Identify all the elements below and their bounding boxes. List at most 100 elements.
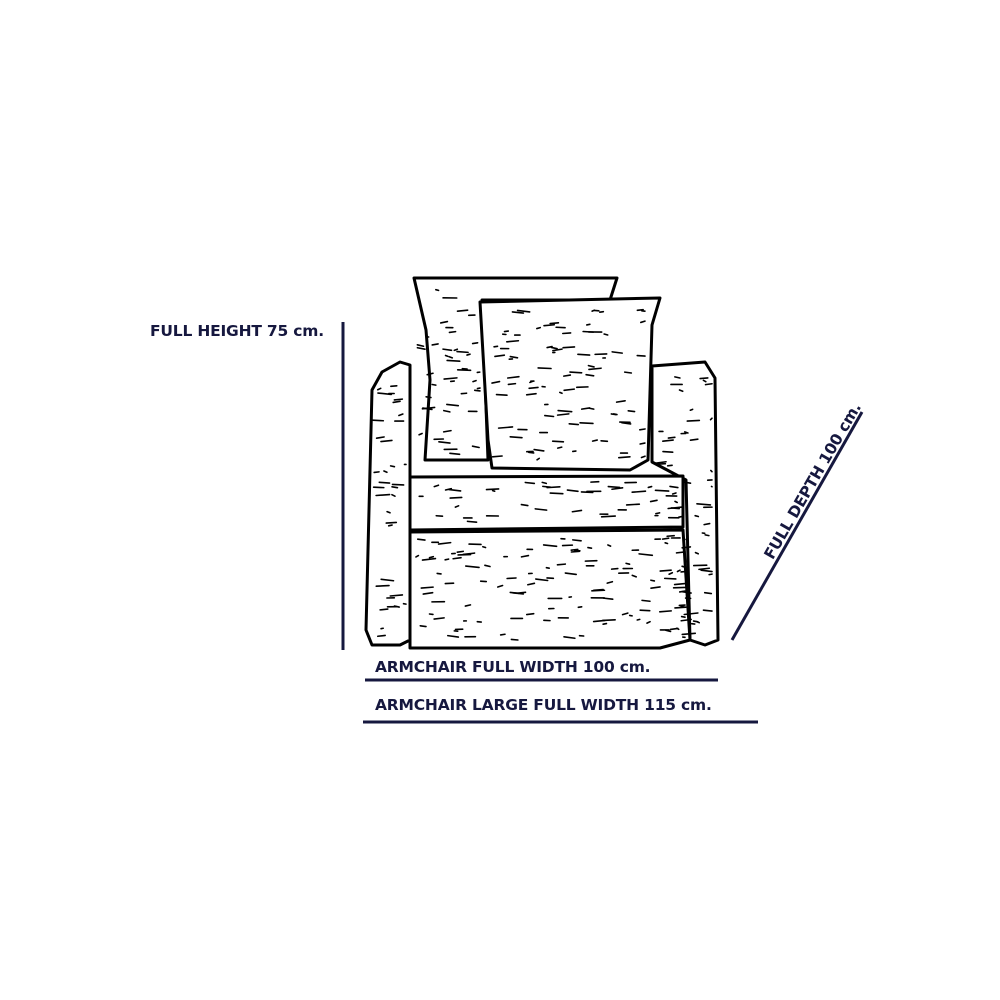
- texture-stroke: [615, 399, 626, 403]
- texture-stroke: [392, 400, 401, 404]
- texture-stroke: [577, 353, 591, 356]
- texture-stroke: [471, 445, 480, 449]
- texture-stroke: [674, 376, 681, 379]
- texture-stroke: [444, 558, 450, 561]
- texture-stroke: [456, 550, 465, 553]
- texture-stroke: [497, 426, 514, 429]
- texture-stroke: [544, 414, 555, 418]
- texture-stroke: [623, 371, 633, 374]
- texture-stroke: [699, 377, 709, 380]
- texture-stroke: [422, 407, 433, 411]
- texture-stroke: [391, 493, 396, 497]
- texture-stroke: [442, 429, 452, 433]
- texture-stroke: [562, 346, 576, 349]
- texture-stroke: [551, 440, 565, 443]
- texture-stroke: [646, 620, 651, 624]
- texture-stroke: [631, 490, 647, 494]
- texture-stroke: [561, 332, 572, 335]
- texture-stroke: [418, 432, 423, 436]
- texture-stroke: [527, 451, 535, 454]
- texture-stroke: [588, 367, 602, 371]
- texture-stroke: [491, 380, 501, 384]
- texture-stroke: [525, 392, 537, 396]
- texture-stroke: [491, 489, 496, 492]
- texture-stroke: [585, 323, 591, 326]
- texture-stroke: [416, 346, 426, 351]
- texture-stroke: [549, 321, 560, 325]
- texture-stroke: [482, 545, 487, 549]
- texture-stroke: [419, 624, 427, 628]
- texture-stroke: [422, 591, 434, 595]
- texture-stroke: [680, 618, 692, 622]
- texture-stroke: [529, 380, 534, 384]
- texture-stroke: [580, 407, 591, 410]
- texture-stroke: [391, 486, 399, 489]
- texture-stroke: [571, 509, 583, 513]
- texture-stroke: [571, 539, 582, 542]
- back-cushion-front: [478, 296, 662, 472]
- texture-stroke: [389, 594, 404, 597]
- seat-base: [408, 528, 692, 650]
- texture-stroke: [669, 485, 679, 489]
- texture-stroke: [636, 308, 644, 312]
- texture-stroke: [435, 288, 440, 292]
- texture-stroke: [545, 566, 551, 570]
- texture-stroke: [376, 634, 386, 638]
- texture-stroke: [683, 612, 699, 616]
- texture-stroke: [708, 573, 713, 576]
- texture-stroke: [537, 367, 552, 370]
- texture-stroke: [675, 551, 686, 554]
- texture-stroke: [416, 538, 426, 541]
- texture-stroke: [546, 345, 553, 349]
- texture-stroke: [375, 584, 390, 588]
- texture-stroke: [566, 489, 579, 493]
- texture-stroke: [520, 554, 530, 558]
- texture-stroke: [680, 615, 686, 618]
- texture-stroke: [641, 599, 651, 603]
- left-arm: [364, 360, 412, 647]
- texture-stroke: [681, 565, 689, 569]
- texture-stroke: [621, 612, 629, 616]
- texture-stroke: [442, 409, 451, 413]
- texture-stroke: [526, 582, 536, 586]
- texture-stroke: [666, 534, 675, 538]
- texture-stroke: [558, 391, 563, 395]
- texture-stroke: [592, 619, 606, 623]
- texture-stroke: [639, 320, 646, 324]
- texture-stroke: [373, 471, 380, 474]
- texture-stroke: [511, 592, 525, 595]
- texture-stroke: [625, 562, 631, 565]
- texture-stroke: [647, 485, 653, 489]
- texture-stroke: [696, 620, 701, 624]
- texture-stroke: [533, 448, 545, 452]
- texture-stroke: [568, 422, 580, 426]
- texture-stroke: [431, 343, 439, 346]
- texture-stroke: [495, 393, 508, 396]
- texture-stroke: [556, 563, 567, 566]
- texture-stroke: [588, 407, 595, 410]
- texture-stroke: [606, 580, 614, 584]
- texture-stroke: [674, 500, 679, 504]
- texture-stroke: [387, 524, 393, 527]
- texture-stroke: [389, 465, 396, 468]
- texture-stroke: [380, 439, 393, 443]
- texture-stroke: [569, 371, 583, 374]
- texture-stroke: [524, 481, 536, 485]
- right-arm: [650, 360, 720, 647]
- texture-stroke: [421, 557, 437, 561]
- texture-stroke: [372, 419, 385, 422]
- texture-stroke: [456, 369, 472, 372]
- texture-stroke: [510, 638, 519, 641]
- texture-stroke: [541, 481, 548, 485]
- texture-stroke: [667, 436, 676, 439]
- texture-stroke: [484, 564, 491, 568]
- texture-stroke: [465, 565, 480, 569]
- texture-stroke: [659, 569, 672, 572]
- texture-stroke: [675, 627, 680, 631]
- texture-stroke: [563, 388, 576, 392]
- texture-stroke: [650, 579, 656, 582]
- texture-stroke: [704, 382, 713, 386]
- texture-stroke: [678, 389, 684, 393]
- texture-stroke: [639, 609, 651, 612]
